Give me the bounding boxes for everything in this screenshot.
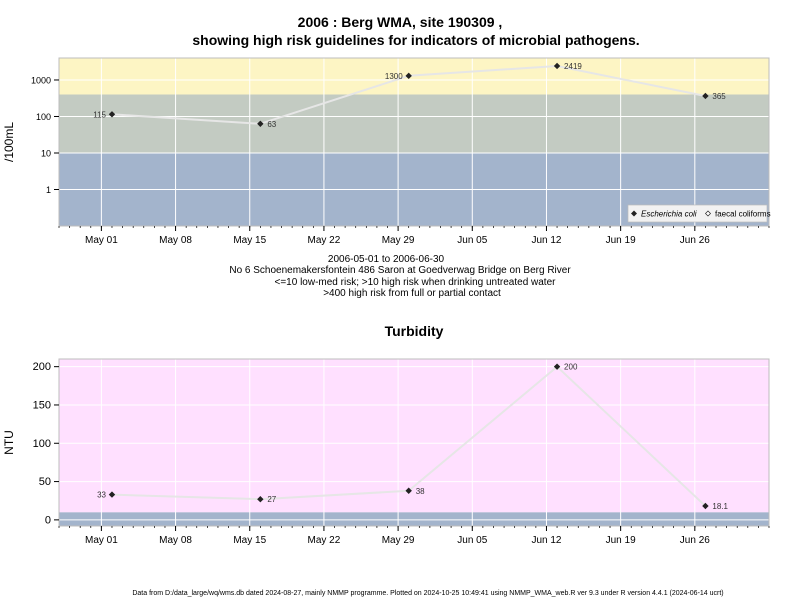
legend-label: Escherichia coli — [641, 209, 697, 218]
y-axis-label: /100mL — [2, 122, 16, 162]
y-tick-label: 50 — [39, 476, 51, 488]
y-tick-label: 100 — [33, 438, 51, 450]
y-tick-label: 10 — [41, 148, 51, 158]
chart-title-line2: showing high risk guidelines for indicat… — [192, 32, 639, 48]
data-label: 200 — [564, 363, 578, 372]
legend-marker — [705, 210, 711, 217]
risk-note-drinking: <=10 low-med risk; >10 high risk when dr… — [275, 277, 557, 288]
data-point — [702, 502, 709, 510]
legend-label: faecal coliforms — [715, 209, 771, 218]
data-point — [257, 495, 264, 503]
data-label: 365 — [712, 92, 726, 101]
x-tick-label: May 29 — [382, 535, 415, 546]
data-label: 63 — [267, 120, 276, 129]
x-tick-label: May 08 — [159, 535, 192, 546]
data-point — [405, 72, 412, 80]
x-tick-label: Jun 26 — [680, 235, 710, 246]
turbidity-title: Turbidity — [385, 323, 444, 339]
risk-band — [59, 94, 769, 153]
x-tick-label: May 22 — [308, 235, 341, 246]
x-tick-label: Jun 05 — [457, 535, 487, 546]
chart-title-line1: 2006 : Berg WMA, site 190309 , — [298, 14, 503, 30]
x-tick-label: Jun 19 — [606, 235, 636, 246]
data-point — [108, 491, 116, 498]
legend: Escherichia coli faecal coliforms — [627, 204, 771, 223]
y-tick-label: 0 — [45, 514, 51, 526]
x-tick-label: May 29 — [382, 235, 415, 246]
x-tick-label: May 15 — [233, 235, 266, 246]
axes: May 01 May 08 May 15 May 22 May 29 Jun 05 Jun … — [31, 57, 770, 246]
y-tick-label: 200 — [33, 361, 51, 373]
gridlines — [59, 359, 769, 526]
y-tick-label: 1000 — [31, 75, 51, 85]
x-tick-label: May 01 — [85, 235, 118, 246]
x-tick-label: May 15 — [233, 535, 266, 546]
x-tick-label: Jun 12 — [531, 235, 561, 246]
data-points: 115 63 1300 2419 365 — [93, 62, 726, 129]
data-point — [553, 363, 561, 370]
gridlines — [59, 58, 769, 226]
data-label: 2419 — [564, 62, 582, 71]
data-point — [553, 62, 561, 70]
y-tick-label: 100 — [36, 112, 51, 122]
risk-band — [59, 359, 769, 513]
x-tick-label: Jun 05 — [457, 235, 487, 246]
data-point — [405, 487, 412, 494]
date-range: 2006-05-01 to 2006-06-30 — [328, 254, 445, 265]
data-label: 38 — [416, 487, 425, 496]
y-axis-label: NTU — [2, 430, 16, 455]
data-label: 1300 — [385, 72, 403, 81]
x-tick-label: May 22 — [308, 535, 341, 546]
footer-note: Data from D:/data_large/wq/wms.db dated … — [132, 590, 723, 597]
ecoli-panel: 115 63 1300 2419 365 May 01 May 08 May 15 May 2… — [2, 57, 771, 246]
data-label: 33 — [97, 491, 106, 500]
x-tick-label: May 01 — [85, 535, 118, 546]
risk-band — [59, 512, 769, 526]
x-tick-label: May 08 — [159, 235, 192, 246]
risk-bands — [59, 58, 769, 226]
risk-note-contact: >400 high risk from full or partial cont… — [323, 288, 501, 299]
x-tick-label: Jun 26 — [680, 535, 710, 546]
data-point — [702, 92, 709, 100]
risk-bands — [59, 359, 769, 526]
y-tick-label: 150 — [33, 399, 51, 411]
axes: May 01 May 08 May 15 May 22 May 29 Jun 05 Jun … — [33, 358, 770, 546]
site-description: No 6 Schoenemakersfontein 486 Saron at G… — [229, 265, 571, 276]
data-label: 27 — [267, 495, 276, 504]
data-label: 115 — [93, 110, 106, 119]
plot-frame — [58, 358, 770, 527]
data-point — [257, 120, 264, 128]
y-tick-label: 1 — [46, 185, 51, 195]
data-label: 18.1 — [712, 502, 728, 511]
legend-box — [627, 204, 768, 223]
x-tick-label: Jun 19 — [606, 535, 636, 546]
legend-marker — [631, 210, 637, 217]
x-tick-label: Jun 12 — [531, 535, 561, 546]
plot-frame — [58, 57, 770, 227]
data-points: 33 27 38 200 18.1 — [97, 363, 728, 511]
data-point — [108, 111, 116, 118]
